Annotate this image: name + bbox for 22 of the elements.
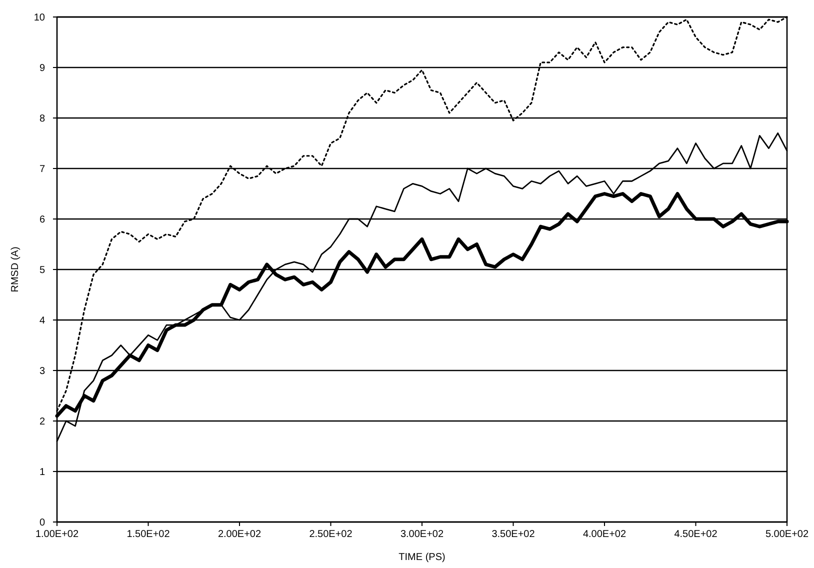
x-tick-label: 5.00E+02: [765, 529, 809, 540]
y-tick-label: 2: [39, 416, 46, 428]
x-tick-label: 4.50E+02: [674, 529, 718, 540]
x-tick-label: 2.50E+02: [309, 529, 353, 540]
y-tick-label: 7: [39, 164, 46, 175]
y-tick-label: 8: [39, 114, 46, 124]
y-tick-label: 3: [39, 366, 46, 377]
y-axis-title: RMSD (A): [10, 246, 21, 292]
x-tick-label: 4.00E+02: [582, 529, 626, 540]
x-tick-label: 3.00E+02: [400, 529, 444, 540]
y-tick-label: 0: [39, 518, 46, 528]
y-tick-label: 1: [39, 467, 46, 478]
y-tick-label: 5: [39, 265, 46, 276]
x-tick-label: 1.00E+02: [35, 529, 79, 540]
y-tick-label: 9: [39, 63, 46, 74]
y-tick-label: 4: [39, 316, 46, 326]
x-tick-label: 2.00E+02: [218, 529, 262, 540]
y-tick-label: 6: [39, 214, 46, 226]
x-tick-label: 3.50E+02: [492, 529, 536, 540]
y-tick-label: 10: [34, 12, 46, 24]
x-axis-title: TIME (PS): [398, 552, 446, 563]
x-tick-label: 1.50E+02: [126, 529, 170, 540]
